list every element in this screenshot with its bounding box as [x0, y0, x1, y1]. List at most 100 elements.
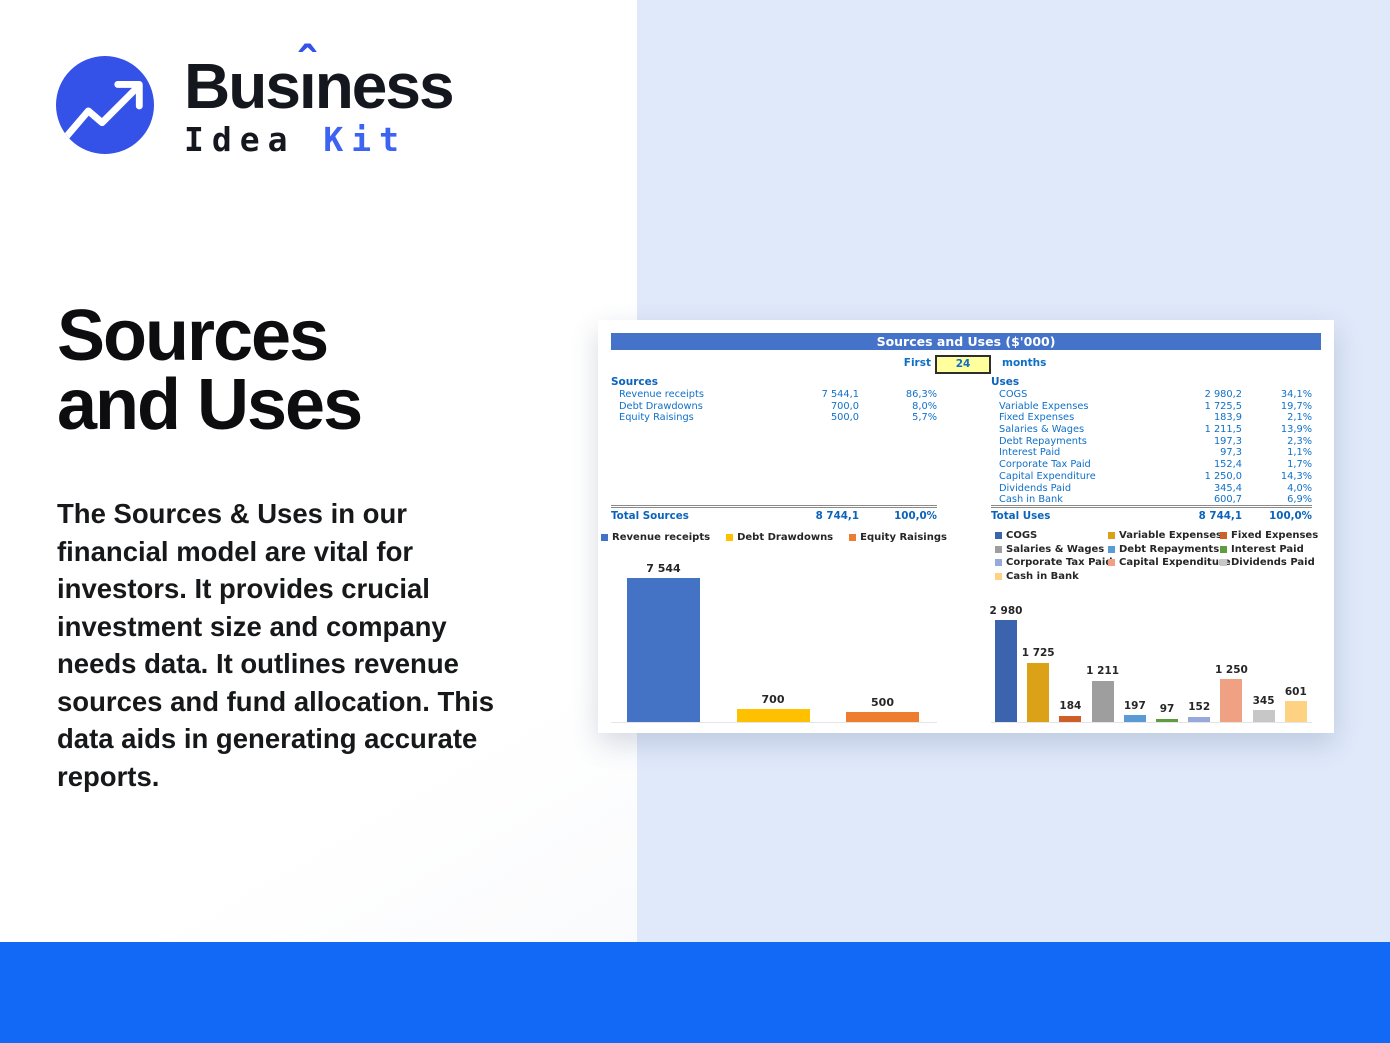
bar	[1123, 715, 1146, 722]
table-row: COGS 2 980,2 34,1%	[991, 389, 1312, 401]
bar-label: 7 544	[646, 562, 681, 575]
legend-item: Dividends Paid	[1220, 557, 1315, 568]
bar	[1220, 679, 1243, 722]
legend-label: Salaries & Wages	[1006, 543, 1105, 555]
row-value: 1 211,5	[1204, 424, 1242, 436]
total-percent: 100,0%	[1269, 510, 1312, 522]
legend-label: Capital Expenditure	[1119, 557, 1231, 568]
row-label: Dividends Paid	[999, 482, 1072, 494]
bar-label: 2 980	[989, 604, 1023, 617]
sources-chart-axis	[611, 722, 937, 723]
bar-label: 500	[871, 696, 894, 710]
months-input-cell[interactable]: 24	[935, 355, 991, 374]
bar-label: 1 211	[1086, 665, 1120, 678]
total-value: 8 744,1	[1198, 510, 1242, 522]
trend-arrow-logo-icon	[56, 56, 154, 154]
bar	[995, 620, 1017, 722]
row-label: Fixed Expenses	[999, 412, 1075, 424]
row-value: 97,3	[1220, 447, 1242, 459]
legend-swatch-icon	[726, 534, 734, 541]
legend-item: Equity Raisings	[849, 532, 947, 543]
row-percent: 1,7%	[1287, 459, 1312, 471]
row-value: 7 544,1	[821, 389, 859, 400]
legend-label: Corporate Tax Paid	[1006, 557, 1113, 568]
row-value: 1 725,5	[1204, 400, 1242, 412]
row-label: Capital Expenditure	[999, 470, 1096, 482]
table-row: Interest Paid 97,3 1,1%	[991, 447, 1312, 459]
row-value: 197,3	[1213, 435, 1242, 447]
uses-chart-axis	[991, 722, 1312, 723]
legend-label: Debt Drawdowns	[737, 532, 834, 543]
legend-label: Interest Paid	[1231, 543, 1304, 555]
bar	[627, 578, 700, 722]
row-percent: 4,0%	[1287, 482, 1312, 494]
uses-section-header: Uses	[991, 376, 1020, 388]
row-percent: 5,7%	[912, 412, 937, 424]
legend-swatch-icon	[995, 572, 1002, 580]
legend-item: Corporate Tax Paid	[995, 557, 1113, 568]
row-label: Cash in Bank	[999, 494, 1063, 506]
row-percent: 2,3%	[1287, 435, 1312, 447]
period-prefix-label: First	[903, 357, 931, 369]
legend-item: Interest Paid	[1220, 544, 1304, 555]
legend-swatch-icon	[1108, 545, 1115, 553]
bar-label: 601	[1284, 685, 1307, 698]
row-label: Revenue receipts	[619, 389, 704, 400]
legend-swatch-icon	[849, 534, 857, 541]
total-sources-row: Total Sources 8 744,1 100,0%	[611, 505, 937, 523]
bar-label: 1 250	[1214, 663, 1248, 676]
legend-label: Cash in Bank	[1006, 570, 1079, 582]
bar	[1252, 710, 1275, 722]
row-label: Variable Expenses	[999, 400, 1089, 412]
brand-logo[interactable]: Busı ˆ ness Idea Kit	[56, 36, 455, 159]
bar	[846, 712, 919, 722]
table-row: Cash in Bank 600,7 6,9%	[991, 494, 1312, 506]
row-value: 2 980,2	[1204, 389, 1242, 400]
bar-label: 152	[1188, 701, 1211, 714]
table-row: Variable Expenses 1 725,5 19,7%	[991, 401, 1312, 413]
total-percent: 100,0%	[894, 510, 937, 522]
legend-swatch-icon	[1220, 559, 1227, 566]
legend-swatch-icon	[995, 559, 1002, 566]
legend-item: Revenue receipts	[601, 532, 710, 543]
legend-swatch-icon	[1220, 545, 1227, 553]
bar	[1091, 680, 1114, 722]
row-percent: 13,9%	[1280, 424, 1312, 436]
row-percent: 1,1%	[1287, 447, 1312, 459]
row-label: Equity Raisings	[619, 412, 694, 424]
row-value: 700,0	[830, 400, 859, 412]
row-percent: 34,1%	[1280, 389, 1312, 400]
legend-item: Fixed Expenses	[1220, 530, 1318, 541]
legend-swatch-icon	[1108, 532, 1115, 539]
table-row: Dividends Paid 345,4 4,0%	[991, 483, 1312, 495]
row-percent: 86,3%	[905, 389, 937, 400]
bar-label: 184	[1059, 700, 1082, 713]
legend-item: COGS	[995, 530, 1037, 541]
legend-item: Cash in Bank	[995, 571, 1079, 582]
total-label: Total Uses	[991, 510, 1051, 522]
legend-item: Debt Repayments	[1108, 544, 1219, 555]
bar-label: 97	[1159, 703, 1175, 716]
row-label: Corporate Tax Paid	[999, 459, 1091, 471]
legend-item: Debt Drawdowns	[726, 532, 833, 543]
bar	[1284, 701, 1307, 722]
row-percent: 14,3%	[1280, 470, 1312, 482]
table-row: Corporate Tax Paid 152,4 1,7%	[991, 459, 1312, 471]
brand-caret-accent: ˆ	[298, 36, 316, 93]
brand-accent-word: Kit	[323, 120, 407, 159]
row-percent: 2,1%	[1287, 412, 1312, 424]
total-value: 8 744,1	[815, 510, 859, 522]
page-description: The Sources & Uses in our financial mode…	[57, 498, 495, 792]
sources-section-header: Sources	[611, 376, 659, 388]
row-value: 183,9	[1213, 412, 1242, 424]
legend-swatch-icon	[995, 545, 1002, 553]
row-value: 345,4	[1213, 482, 1242, 494]
row-value: 152,4	[1213, 459, 1242, 471]
table-row: Debt Repayments 197,3 2,3%	[991, 436, 1312, 448]
table-row: Debt Drawdowns 700,0 8,0%	[611, 401, 937, 413]
row-percent: 6,9%	[1287, 494, 1312, 506]
total-uses-row: Total Uses 8 744,1 100,0%	[991, 505, 1312, 523]
sources-table: Revenue receipts 7 544,1 86,3% Debt Drawdow…	[611, 389, 937, 424]
period-suffix-label: months	[1002, 357, 1047, 369]
brand-text: Busı ˆ ness Idea Kit	[184, 36, 455, 159]
